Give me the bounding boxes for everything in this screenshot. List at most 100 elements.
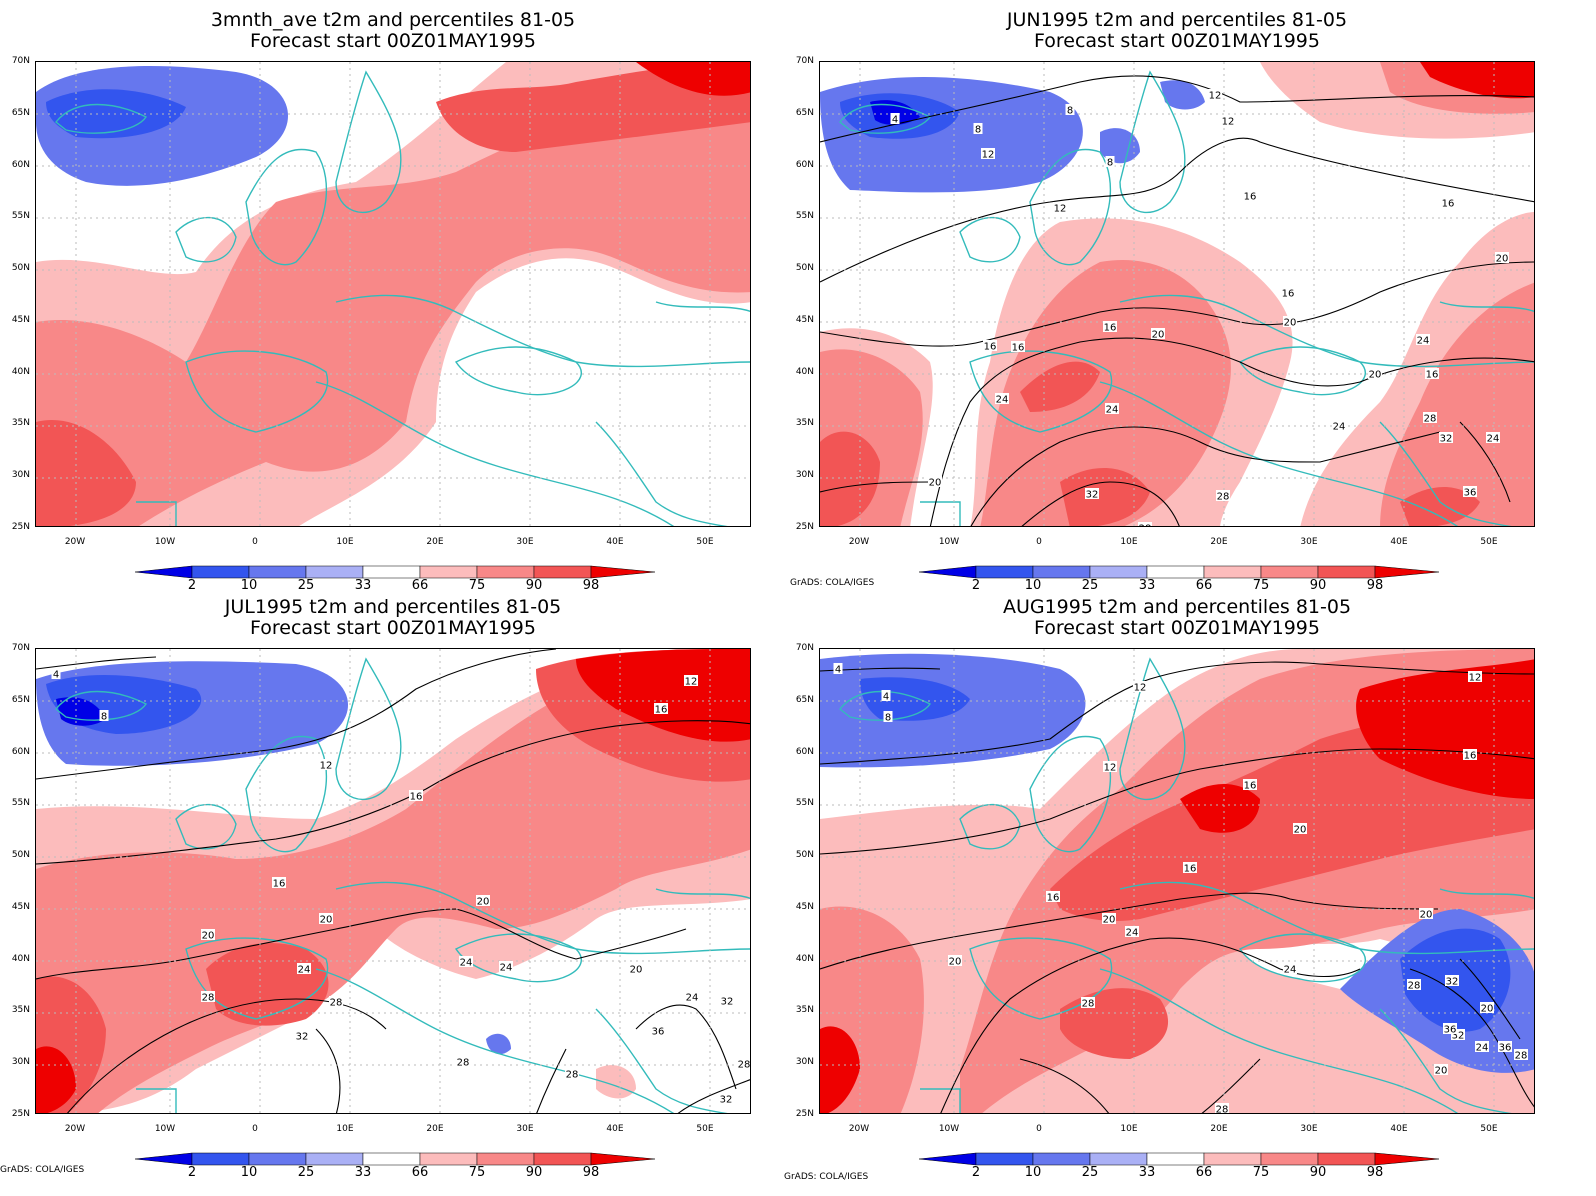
contour-label: 24 [1476,1043,1489,1054]
panel-3mnth-ave: 3mnth_ave t2m and percentiles 81-05 Fore… [0,0,780,598]
colorbar-label: 10 [240,1165,258,1180]
contour-label: 28 [1424,414,1437,425]
lon-label: 30E [1300,537,1318,547]
contour-label-bg [1183,862,1197,873]
contour-label: 28 [566,1070,579,1081]
contour-label: 32 [1452,1031,1465,1042]
contour-label: 12 [1134,683,1147,694]
contour-label-bg [1053,202,1067,213]
contour-label: 12 [1104,763,1117,774]
lat-label: 70N [795,56,814,66]
contour-label: 20 [1369,370,1382,381]
lon-label: 30E [1300,1124,1318,1134]
lat-label: 50N [795,850,814,861]
credit-text: GrADS: COLA/IGES [784,1172,869,1182]
lon-label: 20W [64,537,86,547]
lat-label: 25N [11,1109,30,1119]
colorbar-segment [419,1152,478,1166]
lat-label: 60N [11,746,30,757]
contour-label-bg [881,690,891,701]
contour-label-bg [1216,490,1230,501]
contour-label: 20 [1481,1004,1494,1015]
contour-label: 16 [1442,199,1455,210]
coastlines [839,70,1534,526]
map-svg: 4 12 8 16 12 16 20 16 20 20 20 24 24 24 28 28 32 28 28 32 36… [36,649,750,1114]
contour-label-bg [719,1093,733,1104]
contour-label: 32 [1086,490,1099,501]
contour-label: 16 [655,705,668,716]
contour-label: 16 [1244,781,1257,792]
contour-label: 12 [1469,673,1482,684]
lat-label: 40N [11,953,30,964]
contour-label-bg [1046,891,1060,902]
contour-label: 16 [984,342,997,353]
contour-label: 24 [686,993,699,1004]
colorbar-segment [590,565,655,579]
colorbar [135,1152,655,1166]
colorbar-segment [191,1152,250,1166]
lon-label: 10E [336,1124,354,1134]
lat-label: 45N [795,901,814,912]
contour-label: 16 [1104,323,1117,334]
colorbar-segment [1260,1152,1319,1166]
colorbar-segment [533,1152,592,1166]
lat-label: 45N [795,314,814,325]
contour-label: 32 [721,997,734,1008]
lon-label: 0 [1036,537,1042,547]
panel-subtitle: Forecast start 00Z01MAY1995 [1034,30,1320,52]
colorbar-label: 33 [354,1165,372,1180]
colorbar-label: 10 [1024,578,1042,593]
colorbar-segment [305,1152,364,1166]
contour-label: 32 [1446,977,1459,988]
contour-label-bg [295,1030,309,1041]
credit-text: GrADS: COLA/IGES [790,578,875,588]
lon-label: 20E [1210,1124,1228,1134]
contour-label: 24 [460,958,473,969]
colorbar-segment [362,565,421,579]
contours [820,661,1534,1113]
contour-label-bg [272,877,286,888]
contour-label: 12 [982,150,995,161]
colorbar-label: 66 [411,1165,429,1180]
contour-label: 28 [1139,524,1152,528]
lon-label: 0 [1036,1124,1042,1134]
contour-label: 16 [1012,343,1025,354]
lon-label: 0 [252,1124,258,1134]
contour-label-bg [1125,926,1139,937]
lat-label: 70N [11,56,30,66]
lon-label: 40E [606,1124,624,1134]
map-area: 4 12 8 16 12 16 20 16 20 20 20 24 24 24 28 28 32 28 28 32 36… [35,648,751,1114]
contour-label: 24 [1126,928,1139,939]
lat-label: 35N [795,1005,814,1016]
contours [820,75,1534,526]
colorbar-segment [362,1152,421,1166]
lat-label: 25N [795,1109,814,1119]
contour-label-bg [1445,975,1459,986]
colorbar-label: 66 [1195,1165,1213,1180]
contour-label-bg [561,1113,575,1114]
contour-label-bg [1011,341,1025,352]
lat-label: 35N [11,418,30,429]
contour-label-bg [1065,104,1075,115]
lon-label: 40E [1390,537,1408,547]
contour-label-bg [1103,761,1117,772]
shading [820,649,1534,1113]
lat-label: 50N [11,850,30,861]
colorbar-segment [1260,565,1319,579]
contour-label: 20 [1496,254,1509,265]
contour-label: 20 [929,478,942,489]
contour-label: 24 [996,395,1009,406]
colorbar [919,1152,1439,1166]
contour-label-bg [629,963,643,974]
contour-label-bg [1138,522,1152,526]
map-svg: 8 12 12 4 8 8 12 16 12 16 20 16 16 20 16 16 20 24 16 24 20 24… [820,62,1534,528]
lon-label: 40E [1390,1124,1408,1134]
map-svg [36,62,750,526]
colorbar-label: 90 [525,578,543,593]
panel-subtitle: Forecast start 00Z01MAY1995 [250,617,536,639]
lon-label: 20E [426,1124,444,1134]
lon-label: 0 [252,537,258,547]
lon-label: 20E [1210,537,1228,547]
colorbar-label: 66 [1195,578,1213,593]
lat-label: 40N [795,953,814,964]
